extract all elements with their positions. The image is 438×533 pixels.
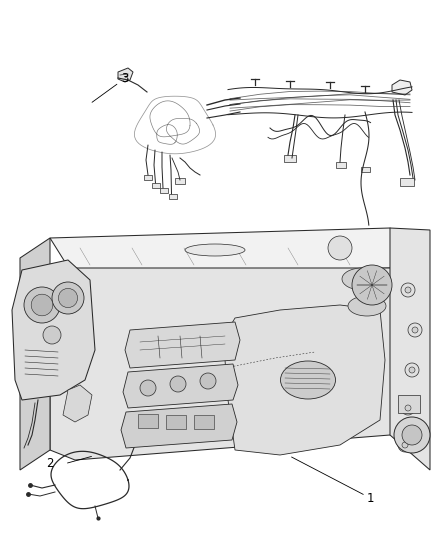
Polygon shape	[390, 228, 430, 470]
Circle shape	[409, 367, 415, 373]
Bar	[336, 162, 346, 168]
Circle shape	[394, 417, 430, 453]
Text: 2: 2	[46, 457, 54, 470]
Polygon shape	[125, 322, 240, 368]
Ellipse shape	[280, 361, 336, 399]
Circle shape	[52, 282, 84, 314]
Circle shape	[402, 425, 422, 445]
Circle shape	[200, 373, 216, 389]
Circle shape	[402, 442, 408, 448]
Circle shape	[140, 380, 156, 396]
Circle shape	[401, 283, 415, 297]
Circle shape	[401, 401, 415, 415]
Bar	[160, 188, 168, 193]
Text: 3: 3	[121, 72, 128, 85]
Circle shape	[405, 287, 411, 293]
Polygon shape	[392, 80, 412, 95]
Circle shape	[408, 323, 422, 337]
Circle shape	[43, 326, 61, 344]
Bar	[138, 414, 158, 428]
Ellipse shape	[342, 268, 382, 290]
Bar	[169, 194, 177, 199]
Ellipse shape	[348, 296, 386, 316]
Circle shape	[412, 327, 418, 333]
Bar	[152, 183, 160, 188]
Polygon shape	[50, 260, 415, 460]
Circle shape	[405, 363, 419, 377]
Circle shape	[31, 294, 53, 316]
Bar	[175, 178, 185, 184]
Ellipse shape	[185, 244, 245, 256]
Polygon shape	[63, 385, 92, 422]
Circle shape	[405, 405, 411, 411]
Circle shape	[328, 236, 352, 260]
Bar	[284, 155, 296, 162]
Circle shape	[24, 287, 60, 323]
Bar	[144, 175, 152, 180]
Circle shape	[58, 288, 78, 308]
Polygon shape	[123, 364, 238, 408]
Polygon shape	[12, 260, 95, 400]
Text: 1: 1	[366, 492, 374, 505]
Bar	[361, 167, 370, 172]
Circle shape	[398, 438, 412, 452]
Circle shape	[170, 376, 186, 392]
Polygon shape	[20, 238, 50, 470]
Bar	[398, 395, 420, 413]
Bar	[400, 178, 414, 186]
Polygon shape	[225, 305, 385, 455]
Circle shape	[352, 265, 392, 305]
Polygon shape	[121, 404, 237, 448]
Bar	[194, 415, 214, 429]
Bar	[166, 415, 186, 429]
Polygon shape	[50, 228, 415, 278]
Polygon shape	[118, 68, 133, 82]
